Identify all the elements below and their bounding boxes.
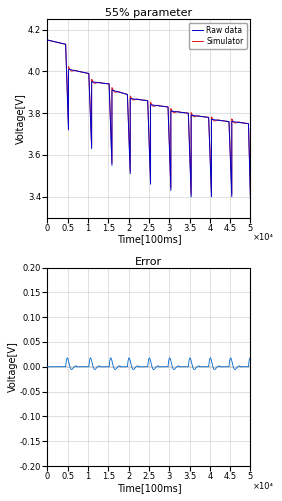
Title: 55% parameter: 55% parameter (105, 9, 193, 19)
Simulator (239, 120, 242, 126)
Raw data (175, 109, 179, 115)
Raw data (239, 120, 242, 126)
Raw data (50, 38, 54, 44)
Raw data (230, 183, 233, 189)
Simulator (70, 68, 74, 74)
X-axis label: Time[100ms]: Time[100ms] (116, 482, 181, 492)
Simulator (50, 38, 54, 44)
Text: ×10⁴: ×10⁴ (252, 233, 274, 242)
Y-axis label: Voltage[V]: Voltage[V] (16, 93, 26, 144)
X-axis label: Time[100ms]: Time[100ms] (116, 234, 181, 244)
Y-axis label: Voltage[V]: Voltage[V] (8, 341, 18, 392)
Simulator (175, 109, 179, 115)
Simulator (230, 180, 233, 186)
Line: Raw data: Raw data (47, 40, 250, 501)
Line: Simulator: Simulator (47, 40, 250, 501)
Simulator (153, 103, 156, 109)
Legend: Raw data, Simulator: Raw data, Simulator (189, 23, 247, 49)
Raw data (70, 67, 74, 73)
Raw data (46, 37, 49, 43)
Text: ×10⁴: ×10⁴ (252, 482, 274, 491)
Simulator (46, 37, 49, 43)
Title: Error: Error (135, 257, 162, 267)
Raw data (153, 102, 156, 108)
